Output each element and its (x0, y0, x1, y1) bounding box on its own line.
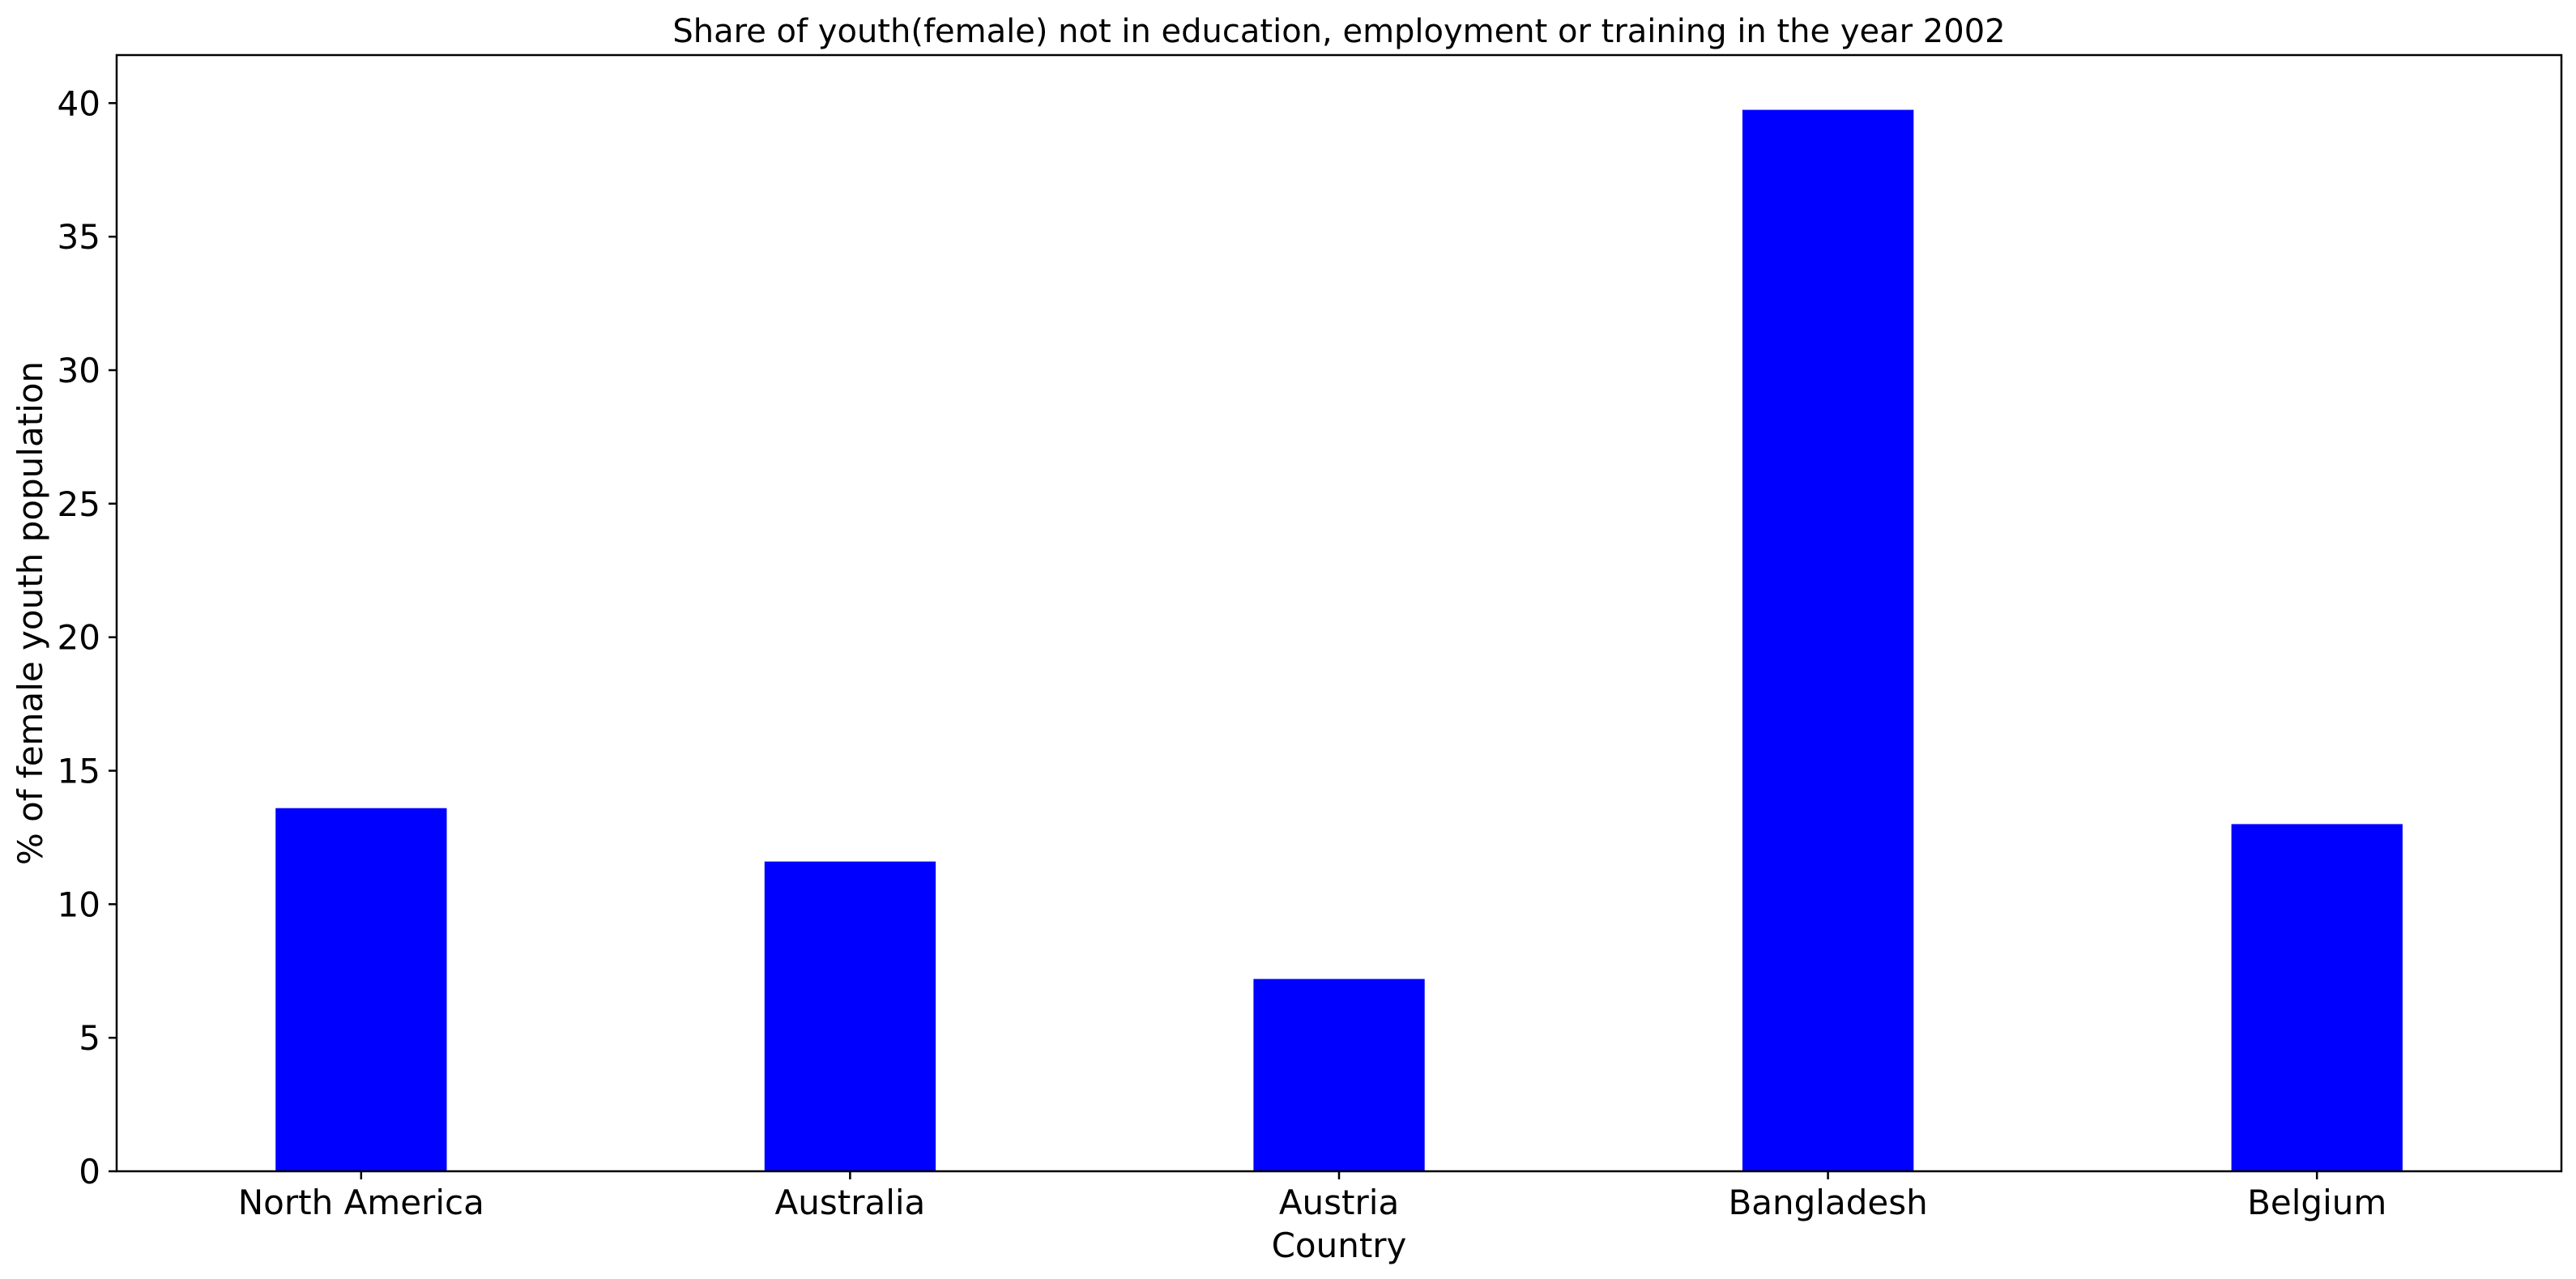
y-tick-label: 25 (58, 484, 100, 524)
y-tick-label: 10 (58, 885, 100, 924)
x-tick-label: Bangladesh (1728, 1183, 1927, 1222)
bars-group (275, 109, 2403, 1172)
x-axis-label: Country (1272, 1226, 1407, 1265)
x-axis-ticks: North America Australia Austria Bangladesh B… (238, 1171, 2386, 1222)
y-tick-label: 40 (58, 83, 100, 123)
bar-austria (1253, 978, 1425, 1171)
bar-australia (764, 861, 936, 1171)
y-axis-ticks: 0 5 10 15 20 25 30 35 40 (58, 83, 117, 1192)
y-axis-label: % of female youth population (11, 361, 50, 865)
y-tick-label: 35 (58, 217, 100, 257)
y-tick-label: 5 (79, 1018, 100, 1058)
x-tick-label: Belgium (2247, 1183, 2386, 1222)
y-tick-label: 0 (79, 1152, 100, 1192)
y-tick-label: 20 (58, 618, 100, 658)
bar-bangladesh (1742, 109, 1914, 1172)
chart-title: Share of youth(female) not in education,… (672, 13, 2005, 50)
x-tick-label: Australia (775, 1183, 926, 1222)
bar-belgium (2231, 824, 2403, 1171)
y-tick-label: 30 (58, 351, 100, 390)
bar-north-america (275, 808, 447, 1171)
x-tick-label: North America (238, 1183, 484, 1222)
x-tick-label: Austria (1279, 1183, 1399, 1222)
y-tick-label: 15 (58, 752, 100, 791)
